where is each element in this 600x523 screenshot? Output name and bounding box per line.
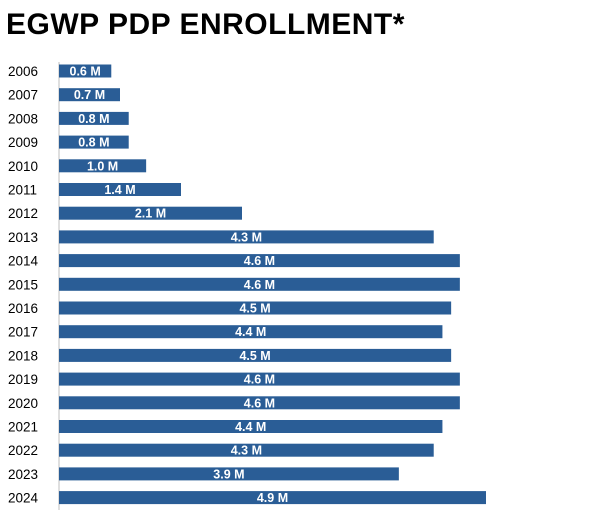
bar-2021	[59, 420, 443, 433]
bar-value-label: 0.8 M	[78, 112, 109, 126]
bar-2011	[59, 183, 181, 196]
year-label: 2014	[8, 254, 39, 269]
year-label: 2020	[8, 396, 38, 411]
year-label: 2018	[8, 348, 38, 363]
bar-value-label: 0.8 M	[78, 136, 109, 150]
bar-2017	[59, 325, 443, 339]
year-label: 2010	[8, 159, 38, 174]
bar-value-label: 0.7 M	[74, 88, 105, 102]
bar-value-label: 4.6 M	[244, 396, 275, 410]
bar-2015	[59, 277, 460, 291]
year-label: 2017	[8, 325, 38, 340]
year-label: 2009	[8, 135, 38, 150]
year-label: 2013	[8, 230, 38, 245]
year-label: 2011	[8, 183, 37, 198]
year-label: 2023	[8, 467, 38, 482]
bar-value-label: 4.5 M	[239, 302, 270, 316]
bar-2012	[59, 206, 242, 220]
bar-value-label: 4.6 M	[244, 373, 275, 387]
year-label: 2012	[8, 206, 38, 221]
bar-value-label: 4.5 M	[239, 349, 270, 363]
bar-2024	[59, 491, 486, 505]
bar-2010	[59, 159, 147, 173]
bar-2009	[59, 135, 129, 149]
year-label: 2007	[8, 88, 38, 103]
bar-value-label: 4.3 M	[231, 230, 262, 244]
bar-value-label: 4.6 M	[244, 254, 275, 268]
bar-value-label: 2.1 M	[135, 207, 166, 221]
bar-2014	[59, 254, 460, 268]
bar-2013	[59, 230, 434, 244]
bar-2023	[59, 467, 399, 481]
year-label: 2024	[8, 491, 39, 506]
bar-value-label: 0.6 M	[70, 65, 101, 79]
year-label: 2019	[8, 372, 38, 387]
bar-2019	[59, 372, 460, 386]
bar-value-label: 4.4 M	[235, 420, 266, 434]
year-label: 2022	[8, 443, 38, 458]
bar-value-label: 4.4 M	[235, 325, 266, 339]
bar-value-label: 1.0 M	[87, 159, 118, 173]
bar-2006	[59, 64, 112, 78]
bar-value-label: 3.9 M	[213, 467, 244, 481]
bar-value-label: 4.6 M	[244, 278, 275, 292]
bar-value-label: 1.4 M	[104, 183, 135, 197]
bar-2020	[59, 396, 460, 410]
bar-2016	[59, 301, 452, 315]
bars-layer: 2006 0.6 M 2007 0.7 M 2008 0.8 M 2009 0.8 M 2010…	[8, 64, 486, 506]
year-label: 2021	[8, 420, 38, 435]
year-label: 2016	[8, 301, 38, 316]
bar-2018	[59, 348, 452, 362]
year-label: 2006	[8, 64, 38, 79]
bar-value-label: 4.9 M	[257, 491, 288, 505]
bar-2007	[59, 88, 120, 102]
year-label: 2015	[8, 277, 38, 292]
year-label: 2008	[8, 111, 38, 126]
bar-2022	[59, 443, 434, 457]
bar-value-label: 4.3 M	[231, 444, 262, 458]
chart-title: EGWP PDP ENROLLMENT*	[6, 8, 405, 41]
bar-2008	[59, 111, 129, 125]
